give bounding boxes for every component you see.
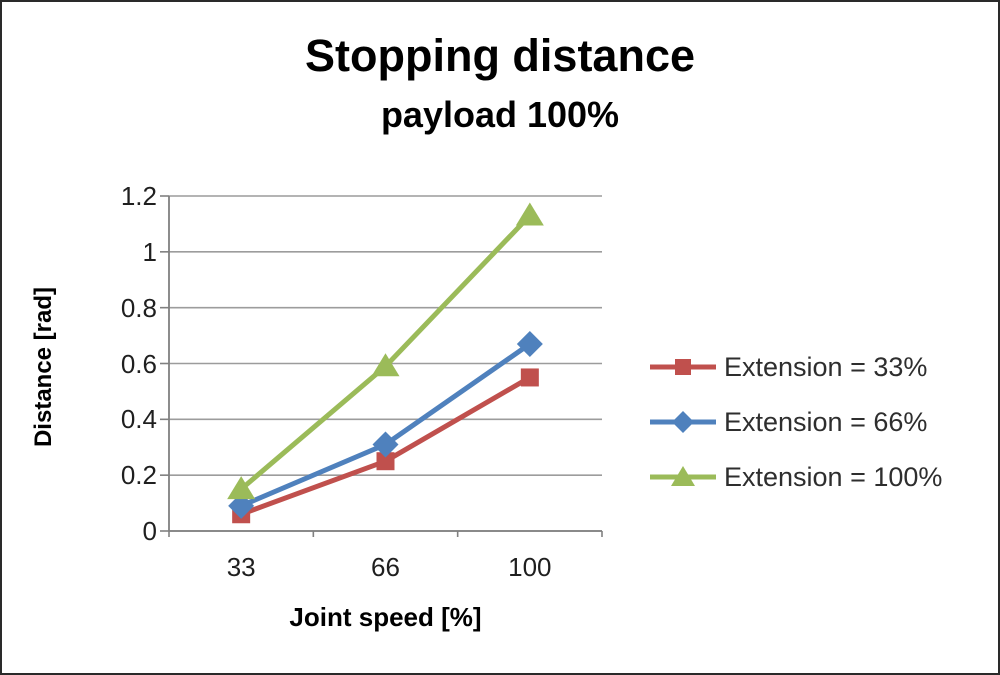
diamond-legend-marker-icon <box>650 411 716 433</box>
y-tick-label: 0.8 <box>120 292 157 323</box>
series-markers-1 <box>228 330 543 519</box>
y-tick-label: 0.4 <box>120 404 157 435</box>
legend: Extension = 33% Extension = 66% Extension … <box>648 350 942 494</box>
legend-label: Extension = 66% <box>724 406 928 437</box>
y-tick-label: 0 <box>142 516 157 546</box>
x-axis-title: Joint speed [%] <box>289 602 482 632</box>
y-tick-label: 1 <box>142 236 157 267</box>
y-tick-label: 0.6 <box>120 348 157 379</box>
chart-subtitle: payload 100% <box>380 94 620 135</box>
triangle-legend-marker-icon <box>650 466 716 486</box>
legend-item-1: Extension = 66% <box>648 405 942 439</box>
legend-label: Extension = 33% <box>724 351 928 382</box>
legend-item-0: Extension = 33% <box>648 350 942 384</box>
series-markers-2 <box>227 202 544 500</box>
y-tick-label: 1.2 <box>120 181 157 211</box>
x-tick-label: 100 <box>508 552 552 582</box>
square-legend-marker-icon <box>650 359 716 375</box>
y-tick-label: 0.2 <box>120 460 157 491</box>
chart-title: Stopping distance <box>304 30 695 81</box>
legend-item-2: Extension = 100% <box>648 460 942 494</box>
x-tick-label: 33 <box>226 552 256 582</box>
y-axis-title: Distance [rad] <box>30 286 57 448</box>
x-tick-label: 66 <box>371 552 400 582</box>
legend-label: Extension = 100% <box>724 461 943 492</box>
